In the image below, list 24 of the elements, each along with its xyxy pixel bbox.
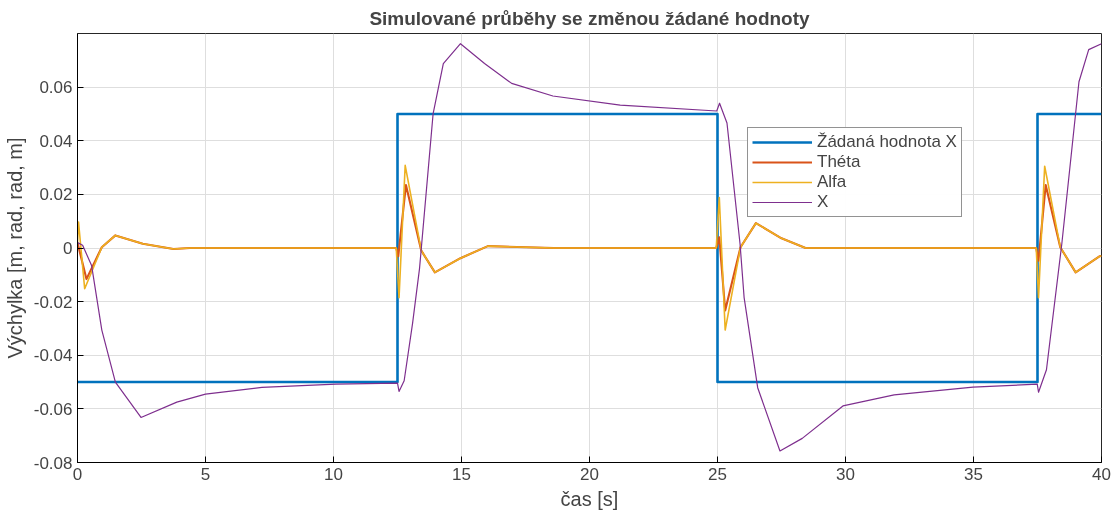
y-tick-label: 0 — [63, 239, 73, 258]
x-tick-label: 25 — [708, 464, 727, 484]
x-tick-label: 20 — [580, 464, 599, 484]
y-axis-title: Výchylka [m, rad, rad, m] — [3, 137, 26, 359]
x-tick-label: 35 — [964, 464, 983, 484]
y-tick-label: 0.06 — [39, 78, 73, 98]
chart-title: Simulované průběhy se změnou žádané hodnoty — [369, 7, 811, 29]
x-tick-label: 40 — [1092, 464, 1111, 484]
x-tick-label: 5 — [200, 464, 211, 484]
y-tick-label: -0.06 — [33, 399, 73, 419]
y-tick-label: -0.04 — [33, 346, 73, 366]
y-tick-label: 0.02 — [39, 185, 73, 205]
x-axis-title: čas [s] — [560, 487, 619, 510]
line-series — [77, 43, 1102, 452]
y-tick-label: 0.04 — [39, 131, 73, 151]
x-tick-label: 30 — [836, 464, 855, 484]
x-tick-label: 10 — [324, 464, 343, 484]
legend-label: Alfa — [817, 172, 847, 192]
legend-label: X — [817, 192, 830, 212]
y-tick-label: -0.02 — [33, 292, 73, 312]
legend-label: Théta — [817, 152, 861, 172]
legend-label: Žádaná hodnota X — [817, 132, 957, 152]
y-tick-label: -0.08 — [33, 453, 73, 473]
x-tick-label: 15 — [452, 464, 471, 484]
